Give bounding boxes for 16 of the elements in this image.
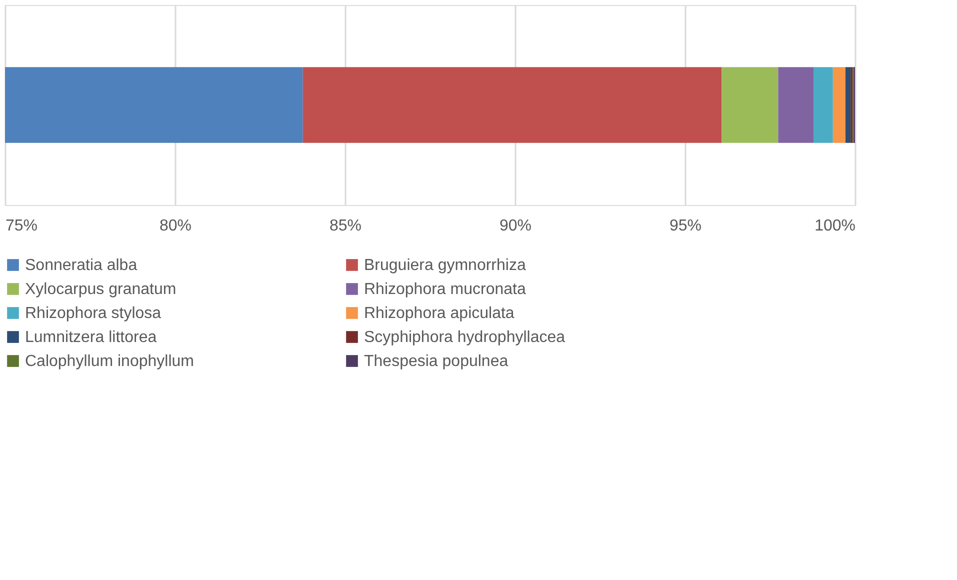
x-tick-label: 100% xyxy=(814,218,856,234)
x-tick-label: 90% xyxy=(499,218,532,234)
legend-label: Sonneratia alba xyxy=(25,257,138,274)
x-tick-label: 80% xyxy=(159,218,192,234)
legend-label: Xylocarpus granatum xyxy=(25,281,176,298)
x-tick-label: 95% xyxy=(669,218,702,234)
x-tick-label: 75% xyxy=(6,218,38,234)
legend-label: Rhizophora stylosa xyxy=(25,305,162,322)
x-tick-label: 85% xyxy=(329,218,362,234)
legend-label: Rhizophora mucronata xyxy=(364,281,526,298)
legend-label: Bruguiera gymnorrhiza xyxy=(364,257,526,274)
legend-label: Scyphiphora hydrophyllacea xyxy=(364,329,566,346)
legend-label: Thespesia populnea xyxy=(364,353,508,370)
legend-label: Calophyllum inophyllum xyxy=(25,353,194,370)
legend-label: Rhizophora apiculata xyxy=(364,305,514,322)
legend-label: Lumnitzera littorea xyxy=(25,329,157,346)
